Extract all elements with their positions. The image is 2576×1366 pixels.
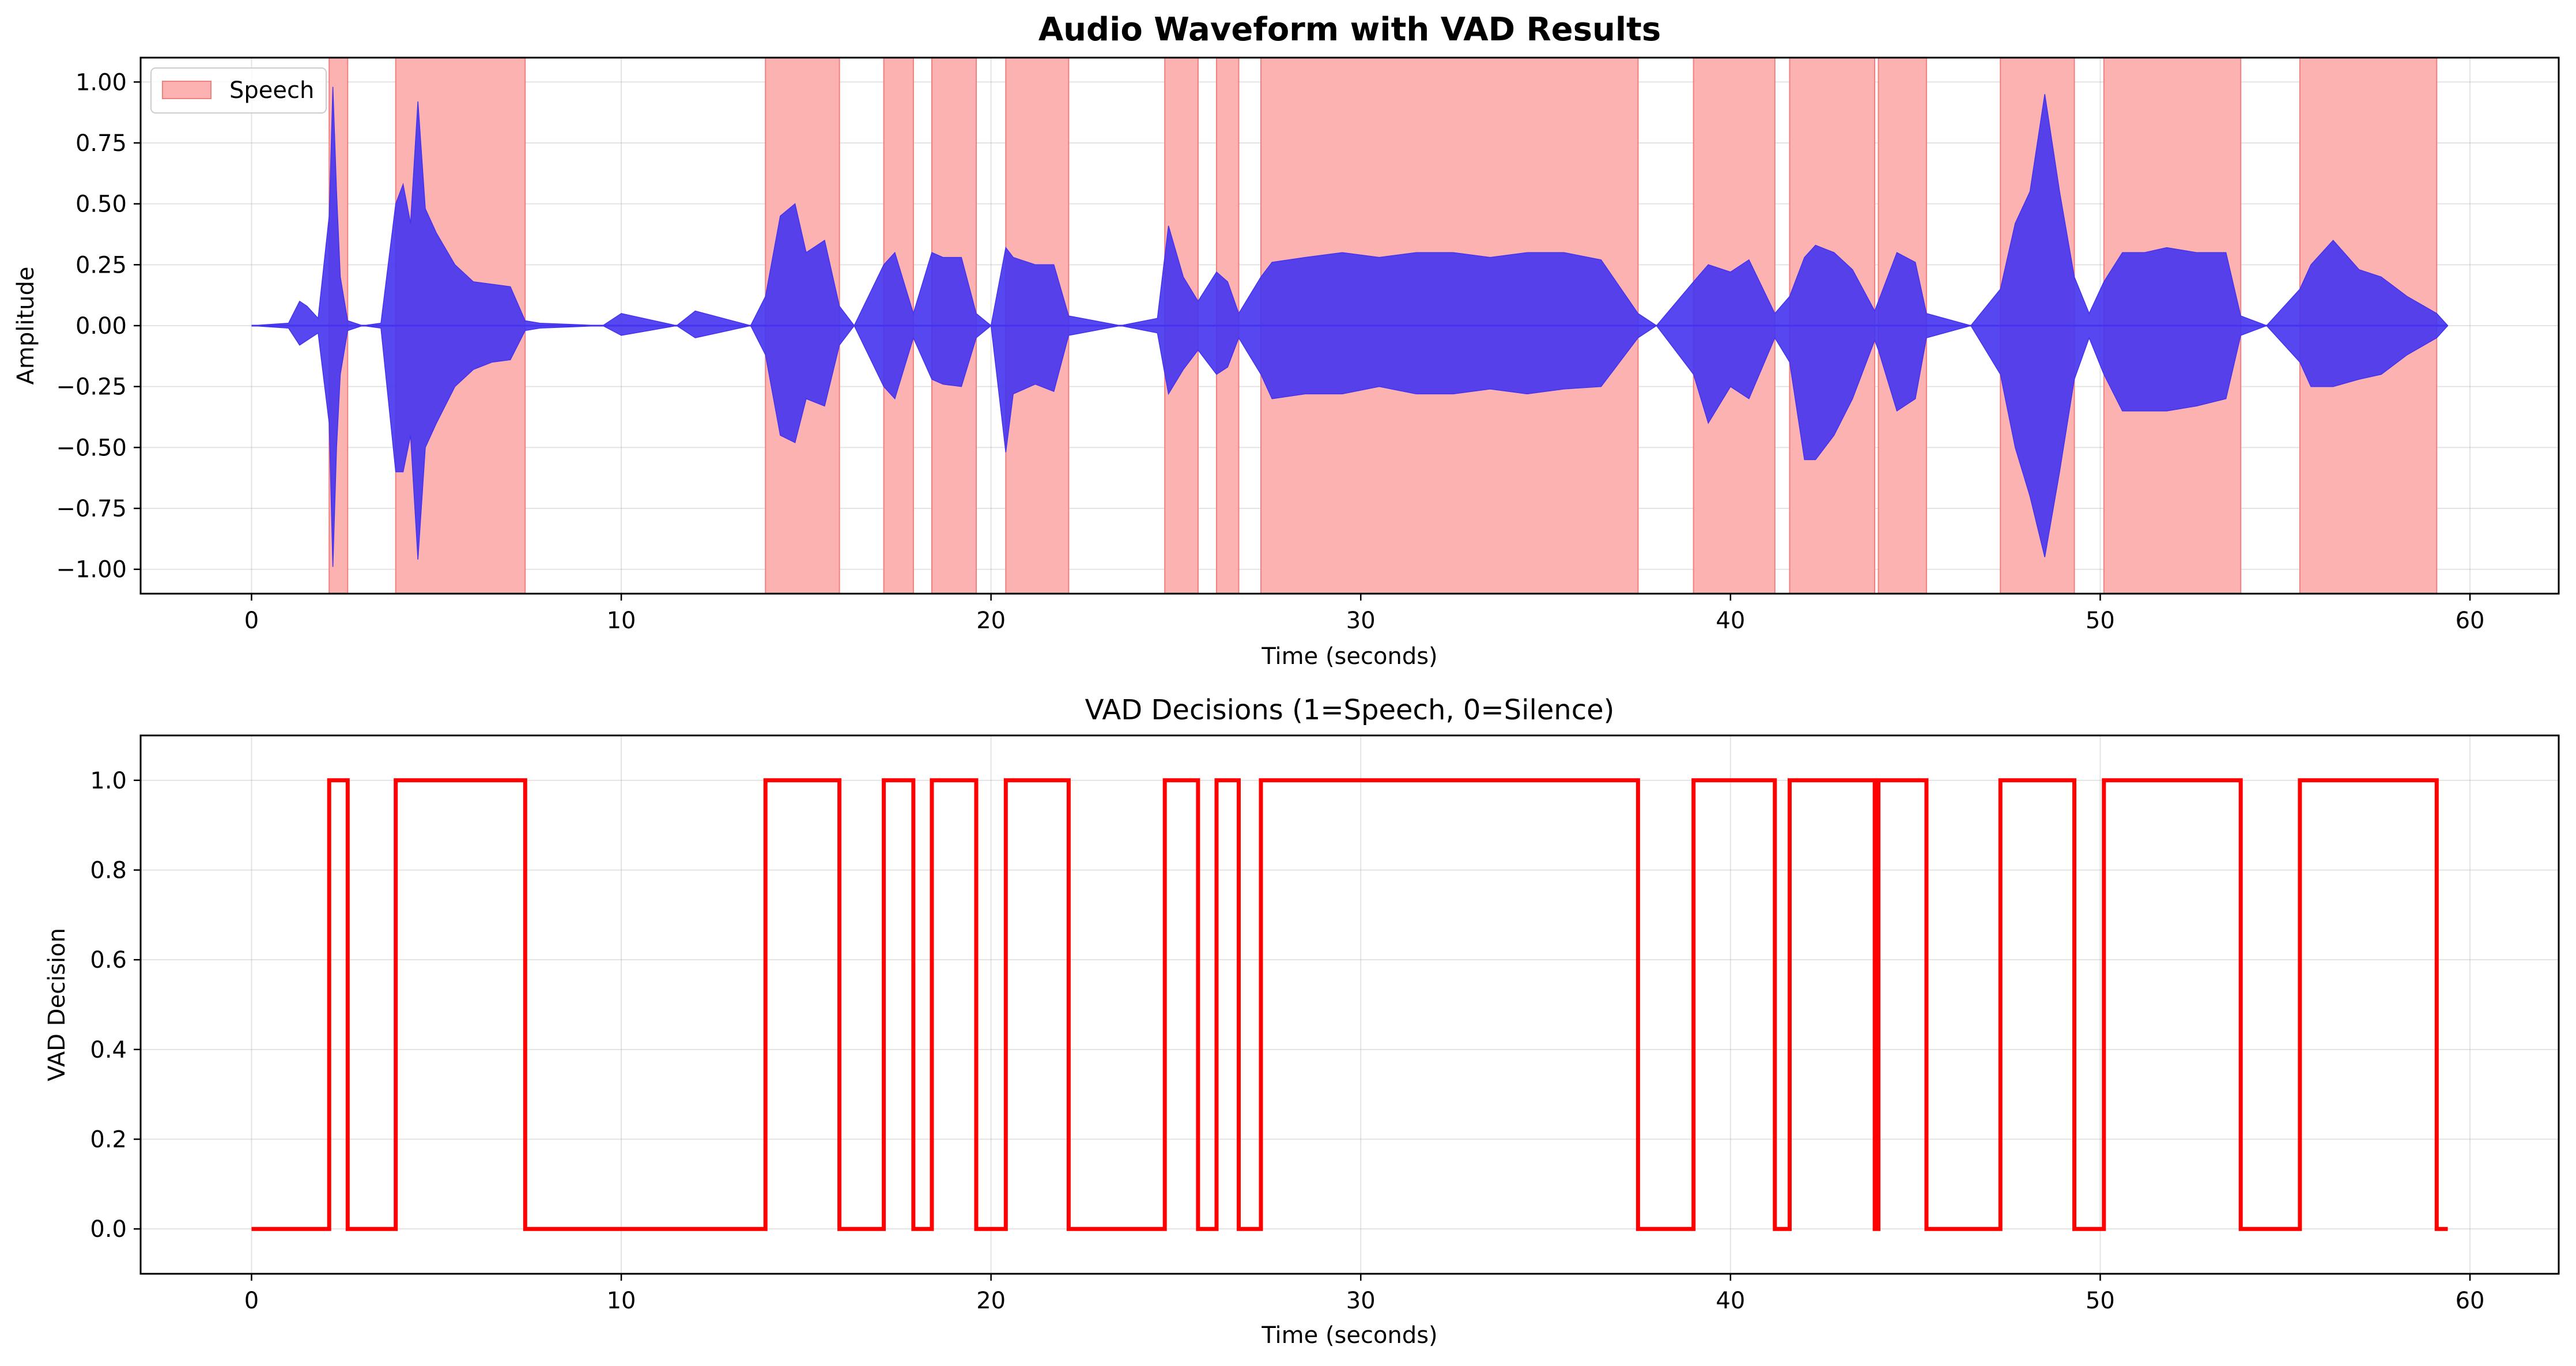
vad-x-axis-label: Time (seconds) — [1261, 1322, 1437, 1349]
waveform-y-tick-label: 0.25 — [75, 252, 127, 278]
vad-x-tick-label: 60 — [2456, 1288, 2485, 1314]
waveform-y-tick-label: −1.00 — [56, 557, 127, 583]
vad-y-tick-label: 0.2 — [90, 1127, 127, 1153]
vad-y-ticks: 0.0 0.2 0.4 0.6 0.8 1.0 — [90, 768, 141, 1243]
vad-y-tick-label: 0.0 — [90, 1216, 127, 1243]
vad-step-line — [251, 778, 2448, 1231]
waveform-y-tick-label: 0.00 — [75, 313, 127, 339]
waveform-x-tick-label: 40 — [1716, 607, 1745, 634]
waveform-x-tick-label: 60 — [2456, 607, 2485, 634]
vad-x-tick-label: 30 — [1346, 1288, 1376, 1314]
vad-decision-line — [251, 778, 2448, 1231]
waveform-y-tick-label: −0.50 — [56, 435, 127, 461]
vad-plot-frame — [139, 734, 2560, 1275]
waveform-x-tick-label: 50 — [2086, 607, 2115, 634]
vad-title: VAD Decisions (1=Speech, 0=Silence) — [1085, 694, 1615, 726]
waveform-y-tick-label: 0.75 — [75, 130, 127, 157]
legend-frame — [150, 67, 327, 114]
waveform-y-tick-label: −0.75 — [56, 496, 127, 522]
vad-x-tick-label: 20 — [976, 1288, 1006, 1314]
waveform-trace — [251, 86, 2449, 567]
waveform-x-tick-label: 20 — [976, 607, 1006, 634]
vad-y-axis-label: VAD Decision — [44, 928, 70, 1081]
vad-y-tick-label: 0.8 — [90, 858, 127, 884]
waveform-panel: Audio Waveform with VAD Results 0 10 20 30 4… — [13, 11, 2560, 670]
waveform-title: Audio Waveform with VAD Results — [1038, 11, 1661, 48]
waveform-y-axis-label: Amplitude — [13, 267, 39, 385]
vad-y-tick-label: 1.0 — [90, 768, 127, 794]
vad-x-tick-label: 40 — [1716, 1288, 1745, 1314]
vad-panel: VAD Decisions (1=Speech, 0=Silence) 0 10 2… — [44, 694, 2560, 1349]
waveform-x-ticks: 0 10 20 30 40 50 60 — [244, 594, 2485, 634]
vad-y-tick-label: 0.6 — [90, 947, 127, 973]
waveform-x-tick-label: 10 — [607, 607, 636, 634]
vad-y-tick-label: 0.4 — [90, 1037, 127, 1063]
vad-x-tick-label: 10 — [607, 1288, 636, 1314]
waveform-legend: Speech — [150, 67, 327, 114]
legend-speech-swatch — [162, 81, 211, 99]
legend-speech-label: Speech — [229, 77, 314, 104]
waveform-y-tick-label: 0.50 — [75, 191, 127, 218]
waveform-y-ticks: 1.00 0.75 0.50 0.25 0.00 −0.25 −0.50 −0.75 −1.00 — [56, 69, 141, 583]
waveform-x-tick-label: 30 — [1346, 607, 1376, 634]
waveform-y-tick-label: 1.00 — [75, 69, 127, 96]
vad-x-ticks: 0 10 20 30 40 50 60 — [244, 1274, 2485, 1314]
waveform-x-axis-label: Time (seconds) — [1261, 643, 1437, 670]
vad-x-tick-label: 50 — [2086, 1288, 2115, 1314]
waveform-x-tick-label: 0 — [244, 607, 259, 634]
vad-x-tick-label: 0 — [244, 1288, 259, 1314]
waveform-y-tick-label: −0.25 — [56, 374, 127, 401]
